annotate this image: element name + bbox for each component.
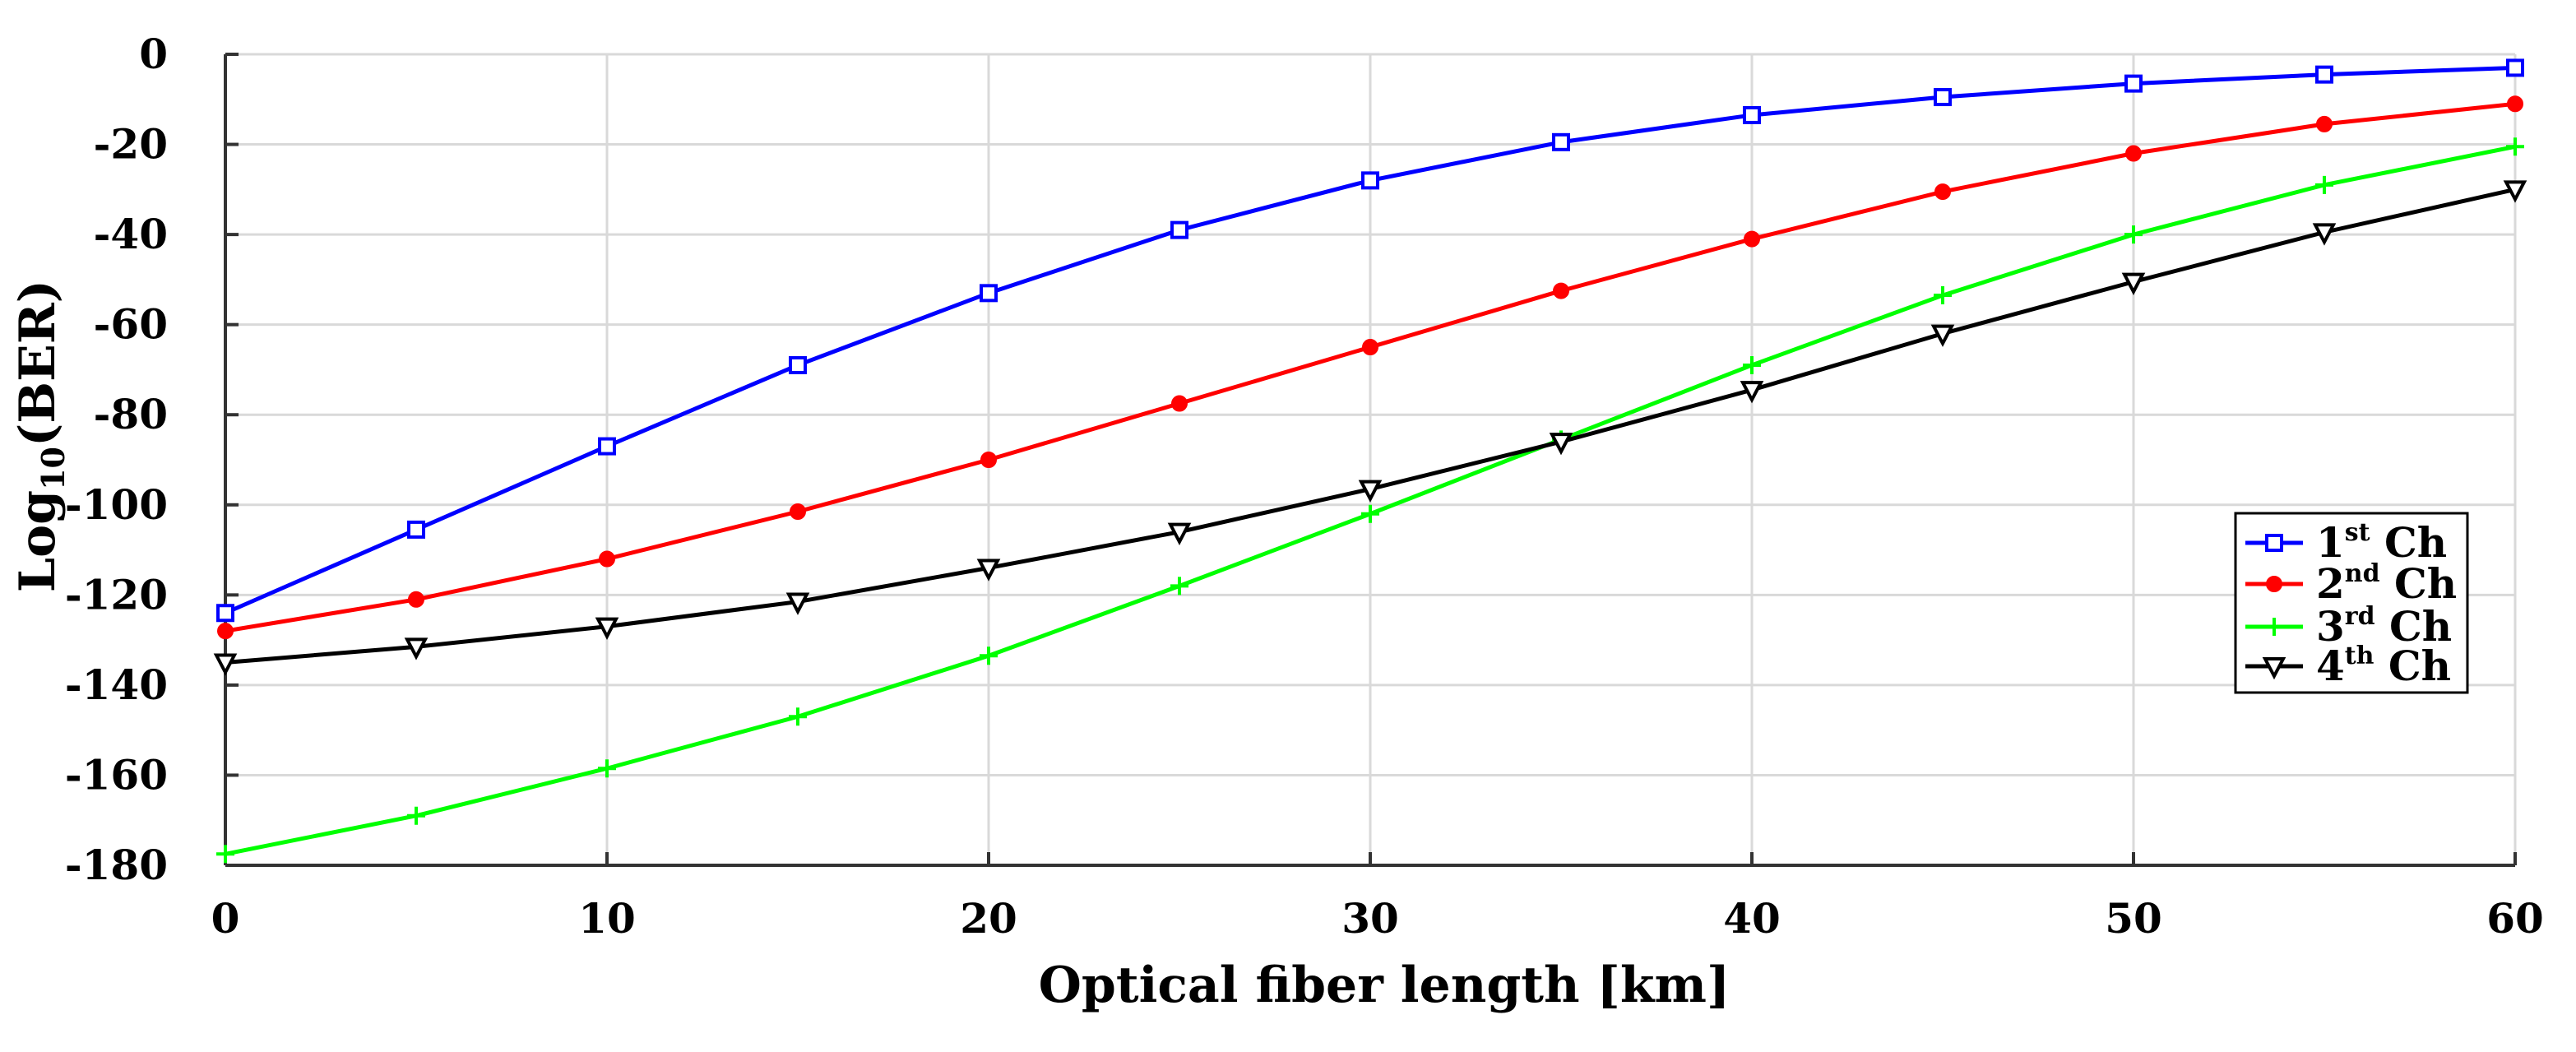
x-tick-label: 60 <box>2486 894 2544 943</box>
data-point <box>1553 282 1569 299</box>
data-point <box>785 592 810 615</box>
data-point <box>2125 145 2142 162</box>
data-point <box>1171 395 1188 412</box>
y-axis-title: Log10(BER) <box>9 280 72 592</box>
data-point <box>2124 74 2143 93</box>
data-point <box>1362 339 1378 356</box>
y-tick-label: 0 <box>139 30 168 78</box>
legend-marker <box>2262 657 2286 680</box>
data-point <box>1549 433 1573 456</box>
data-point <box>217 623 234 640</box>
series-group <box>213 58 2527 864</box>
data-point <box>598 759 616 778</box>
data-point <box>2506 137 2524 156</box>
legend-label: 2nd Ch <box>2316 559 2457 608</box>
data-point <box>976 558 1001 582</box>
x-tick-label: 20 <box>960 894 1017 943</box>
data-point <box>2506 58 2524 77</box>
data-point <box>216 845 234 864</box>
data-point <box>407 520 425 539</box>
data-point <box>789 355 807 374</box>
data-point <box>2316 115 2333 132</box>
y-axis-title-suffix: (BER) <box>9 280 67 447</box>
data-point <box>598 437 616 456</box>
data-point <box>1167 522 1192 545</box>
data-point <box>2315 65 2333 84</box>
legend-entry-1: 1st Ch <box>2245 518 2447 567</box>
data-point <box>1743 355 1761 374</box>
series-2 <box>217 95 2523 640</box>
y-tick-labels: 0 -20 -40 -60 -80 -100 -120 -140 -160 -180 <box>65 30 168 889</box>
data-point <box>2124 225 2143 244</box>
legend-marker <box>2265 618 2283 636</box>
y-axis-title-subscript: 10 <box>35 447 72 490</box>
data-point <box>980 646 998 665</box>
legend-label: 4th Ch <box>2316 642 2451 690</box>
legend-marker <box>2265 534 2283 552</box>
data-point <box>216 604 234 623</box>
data-point <box>1744 230 1760 248</box>
data-point <box>2121 272 2146 295</box>
y-tick-label: -80 <box>94 390 168 438</box>
data-point <box>980 284 998 303</box>
data-point <box>1361 504 1379 523</box>
legend-entry-3: 3rd Ch <box>2245 602 2452 651</box>
data-point <box>1743 105 1761 124</box>
y-tick-label: -40 <box>94 210 168 258</box>
data-point <box>790 503 806 520</box>
data-point <box>408 591 424 608</box>
data-point <box>595 617 619 640</box>
data-point <box>2315 175 2333 194</box>
series-1 <box>216 58 2524 623</box>
data-point <box>1358 480 1383 503</box>
legend-marker <box>2266 576 2282 592</box>
y-tick-label: -160 <box>65 750 168 799</box>
series-3 <box>216 137 2524 864</box>
data-point <box>404 637 429 660</box>
data-point <box>2312 223 2337 246</box>
x-tick-label: 40 <box>1723 894 1781 943</box>
legend-entry-4: 4th Ch <box>2245 642 2451 690</box>
data-point <box>2503 180 2527 203</box>
data-point <box>2507 95 2523 113</box>
legend-label: 1st Ch <box>2316 518 2447 567</box>
x-tick-label: 30 <box>1341 894 1399 943</box>
data-point <box>1934 88 1952 107</box>
y-tick-label: -120 <box>65 570 168 619</box>
x-tick-label: 50 <box>2105 894 2162 943</box>
x-axis-title: Optical fiber length [km] <box>1039 957 1730 1014</box>
legend-entry-2: 2nd Ch <box>2245 559 2457 608</box>
y-tick-label: -60 <box>94 300 168 349</box>
data-point <box>789 707 807 726</box>
y-axis-title-prefix: Log <box>9 490 67 592</box>
x-tick-labels: 0 10 20 30 40 50 60 <box>211 894 2544 943</box>
axes <box>224 53 2517 867</box>
data-point <box>1170 220 1188 239</box>
data-point <box>1361 171 1379 190</box>
x-tick-label: 0 <box>211 894 240 943</box>
y-tick-label: -180 <box>65 841 168 889</box>
data-point <box>1740 381 1764 404</box>
data-point <box>599 550 615 568</box>
data-point <box>1170 577 1188 596</box>
series-4 <box>213 180 2527 676</box>
y-tick-label: -140 <box>65 660 168 709</box>
data-point <box>407 806 425 825</box>
y-tick-label: -20 <box>94 120 168 169</box>
data-point <box>1934 183 1951 201</box>
data-point <box>1930 324 1955 347</box>
legend-label: 3rd Ch <box>2316 602 2452 651</box>
data-point <box>1934 286 1952 305</box>
x-tick-label: 10 <box>578 894 636 943</box>
data-point <box>1552 132 1570 151</box>
data-point <box>980 452 997 468</box>
y-tick-label: -100 <box>65 480 168 529</box>
data-point <box>213 653 238 676</box>
